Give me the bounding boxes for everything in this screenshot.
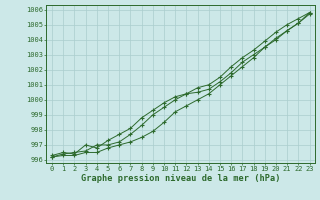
X-axis label: Graphe pression niveau de la mer (hPa): Graphe pression niveau de la mer (hPa) [81, 174, 281, 183]
